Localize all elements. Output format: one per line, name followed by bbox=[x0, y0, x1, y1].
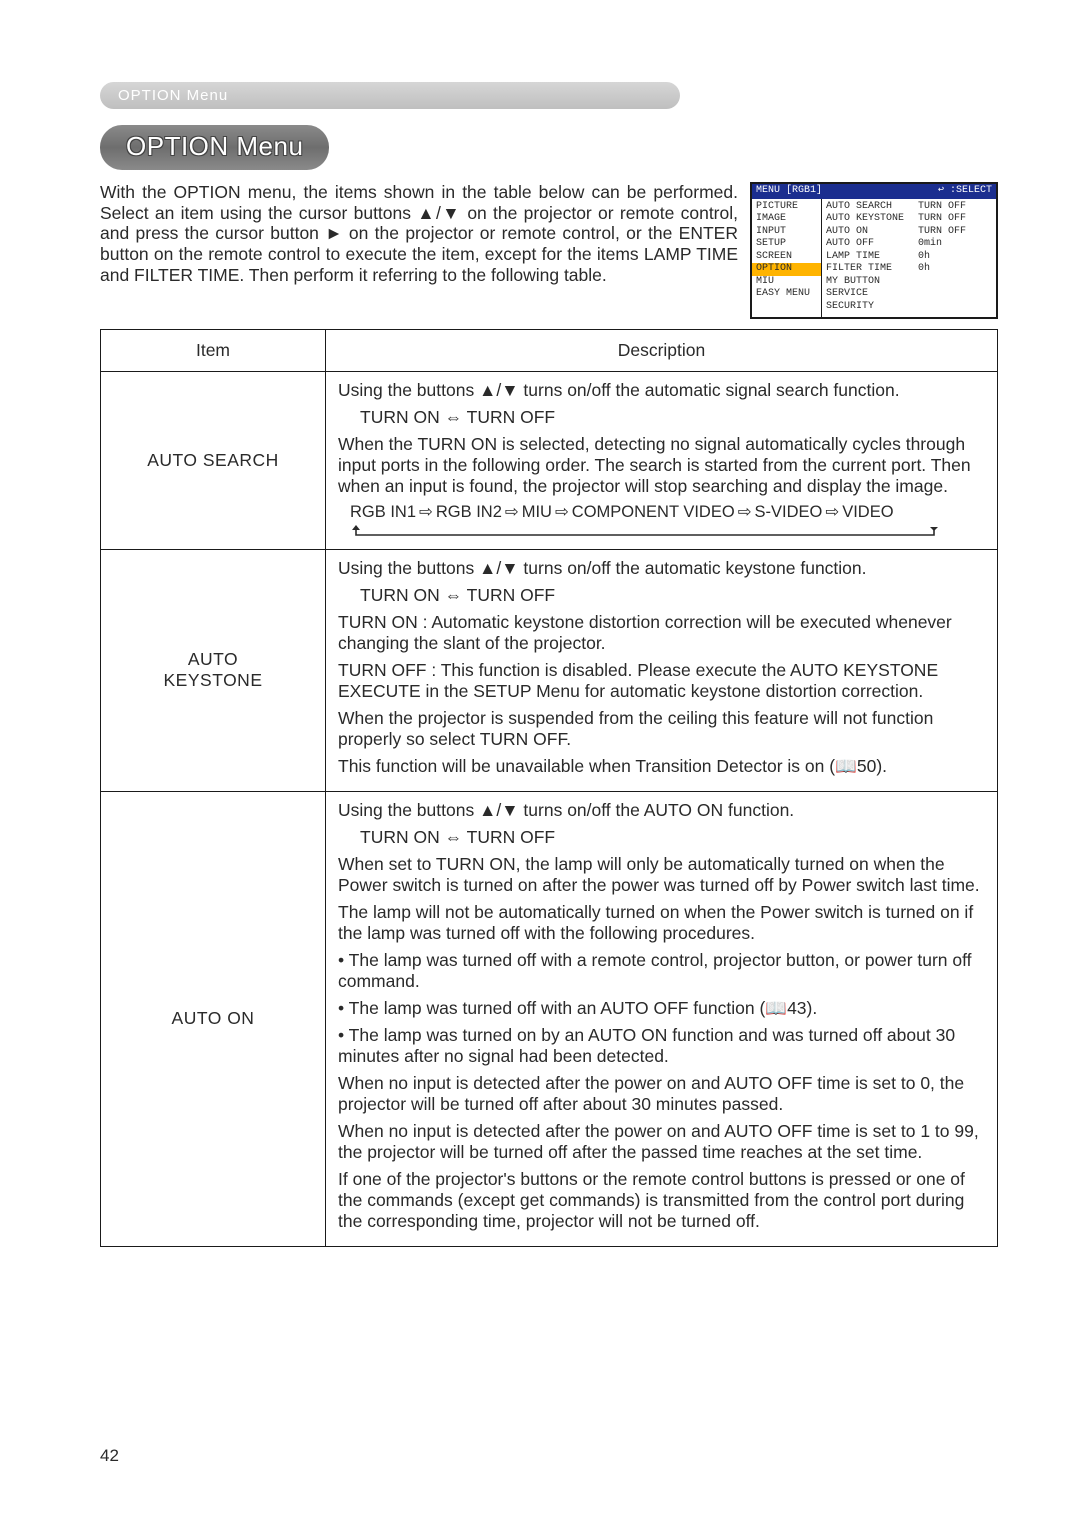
desc-cell: Using the buttons ▲/▼ turns on/off the A… bbox=[326, 791, 998, 1246]
option-table: Item Description AUTO SEARCH Using the bu… bbox=[100, 329, 998, 1247]
arrow-right-icon: ⇨ bbox=[419, 503, 433, 523]
osd-right-row: AUTO OFF0min bbox=[826, 238, 992, 251]
osd-right-key: AUTO KEYSTONE bbox=[826, 213, 918, 226]
osd-right-val bbox=[918, 288, 992, 301]
page-number: 42 bbox=[100, 1446, 119, 1466]
desc-paragraph: TURN ON : Automatic keystone distortion … bbox=[338, 612, 985, 654]
signal-flow: RGB IN1⇨RGB IN2⇨MIU⇨COMPONENT VIDEO⇨S-VI… bbox=[350, 503, 985, 523]
flow-item: COMPONENT VIDEO bbox=[572, 503, 735, 523]
desc-lead: Using the buttons ▲/▼ turns on/off the A… bbox=[338, 800, 985, 821]
page-title: OPTION Menu bbox=[100, 125, 329, 170]
osd-left-item: IMAGE bbox=[752, 213, 821, 226]
osd-left-column: PICTUREIMAGEINPUTSETUPSCREENOPTIONMIUEAS… bbox=[752, 199, 822, 318]
intro-paragraph: With the OPTION menu, the items shown in… bbox=[100, 182, 738, 285]
osd-right-key: AUTO OFF bbox=[826, 238, 918, 251]
osd-right-val: TURN OFF bbox=[918, 213, 992, 226]
osd-right-val: 0h bbox=[918, 251, 992, 264]
osd-right-row: FILTER TIME0h bbox=[826, 263, 992, 276]
item-cell: AUTOKEYSTONE bbox=[101, 549, 326, 791]
osd-right-val: TURN OFF bbox=[918, 226, 992, 239]
table-row: AUTO ON Using the buttons ▲/▼ turns on/of… bbox=[101, 791, 998, 1246]
toggle-line: TURN ON ⇔ TURN OFF bbox=[360, 585, 985, 606]
page-title-text: OPTION Menu bbox=[126, 131, 303, 161]
osd-right-row: AUTO ONTURN OFF bbox=[826, 226, 992, 239]
osd-left-item: EASY MENU bbox=[752, 288, 821, 301]
desc-lead: Using the buttons ▲/▼ turns on/off the a… bbox=[338, 558, 985, 579]
osd-preview: MENU [RGB1] ↩ :SELECT PICTUREIMAGEINPUTS… bbox=[750, 182, 998, 319]
desc-paragraph: When the TURN ON is selected, detecting … bbox=[338, 434, 985, 497]
arrow-right-icon: ⇨ bbox=[505, 503, 519, 523]
osd-right-key: LAMP TIME bbox=[826, 251, 918, 264]
osd-right-key: FILTER TIME bbox=[826, 263, 918, 276]
desc-cell: Using the buttons ▲/▼ turns on/off the a… bbox=[326, 549, 998, 791]
desc-paragraph: If one of the projector's buttons or the… bbox=[338, 1169, 985, 1232]
table-row: AUTOKEYSTONE Using the buttons ▲/▼ turns … bbox=[101, 549, 998, 791]
osd-right-val: 0min bbox=[918, 238, 992, 251]
desc-paragraph: When no input is detected after the powe… bbox=[338, 1073, 985, 1115]
desc-paragraph: This function will be unavailable when T… bbox=[338, 756, 985, 777]
osd-title-right: ↩ :SELECT bbox=[938, 185, 992, 198]
osd-right-key: MY BUTTON bbox=[826, 276, 918, 289]
flow-return-bar bbox=[350, 525, 985, 541]
osd-right-column: AUTO SEARCHTURN OFFAUTO KEYSTONETURN OFF… bbox=[822, 199, 996, 318]
arrow-right-icon: ⇨ bbox=[825, 503, 839, 523]
osd-right-key: SERVICE bbox=[826, 288, 918, 301]
breadcrumb-text: OPTION Menu bbox=[118, 87, 228, 104]
osd-right-row: SERVICE bbox=[826, 288, 992, 301]
osd-right-row: AUTO SEARCHTURN OFF bbox=[826, 201, 992, 214]
desc-paragraph: • The lamp was turned off with an AUTO O… bbox=[338, 998, 985, 1019]
flow-item: S-VIDEO bbox=[755, 503, 823, 523]
desc-paragraph: • The lamp was turned off with a remote … bbox=[338, 950, 985, 992]
osd-right-val bbox=[918, 301, 992, 314]
osd-right-val: 0h bbox=[918, 263, 992, 276]
osd-right-key: AUTO SEARCH bbox=[826, 201, 918, 214]
select-icon: ↩ bbox=[938, 185, 944, 196]
arrow-right-icon: ⇨ bbox=[738, 503, 752, 523]
osd-right-key: AUTO ON bbox=[826, 226, 918, 239]
osd-right-row: AUTO KEYSTONETURN OFF bbox=[826, 213, 992, 226]
desc-paragraph: • The lamp was turned on by an AUTO ON f… bbox=[338, 1025, 985, 1067]
desc-paragraph: When set to TURN ON, the lamp will only … bbox=[338, 854, 985, 896]
desc-lead: Using the buttons ▲/▼ turns on/off the a… bbox=[338, 380, 985, 401]
desc-paragraph: When the projector is suspended from the… bbox=[338, 708, 985, 750]
col-item: Item bbox=[101, 330, 326, 372]
desc-paragraph: TURN OFF : This function is disabled. Pl… bbox=[338, 660, 985, 702]
osd-right-row: LAMP TIME0h bbox=[826, 251, 992, 264]
table-row: AUTO SEARCH Using the buttons ▲/▼ turns o… bbox=[101, 372, 998, 550]
desc-paragraph: The lamp will not be automatically turne… bbox=[338, 902, 985, 944]
flow-item: RGB IN2 bbox=[436, 503, 502, 523]
item-cell: AUTO SEARCH bbox=[101, 372, 326, 550]
osd-right-row: SECURITY bbox=[826, 301, 992, 314]
osd-left-item: SCREEN bbox=[752, 251, 821, 264]
osd-left-item: OPTION bbox=[752, 263, 821, 276]
option-table-body: AUTO SEARCH Using the buttons ▲/▼ turns o… bbox=[101, 372, 998, 1247]
col-desc: Description bbox=[326, 330, 998, 372]
osd-right-key: SECURITY bbox=[826, 301, 918, 314]
desc-paragraph: When no input is detected after the powe… bbox=[338, 1121, 985, 1163]
toggle-line: TURN ON ⇔ TURN OFF bbox=[360, 407, 985, 428]
flow-item: VIDEO bbox=[842, 503, 893, 523]
flow-item: RGB IN1 bbox=[350, 503, 416, 523]
osd-left-item: SETUP bbox=[752, 238, 821, 251]
desc-cell: Using the buttons ▲/▼ turns on/off the a… bbox=[326, 372, 998, 550]
osd-right-val: TURN OFF bbox=[918, 201, 992, 214]
osd-right-val bbox=[918, 276, 992, 289]
flow-item: MIU bbox=[522, 503, 552, 523]
arrow-right-icon: ⇨ bbox=[555, 503, 569, 523]
osd-title-left: MENU [RGB1] bbox=[756, 185, 822, 198]
breadcrumb: OPTION Menu bbox=[100, 82, 680, 109]
osd-left-item: INPUT bbox=[752, 226, 821, 239]
osd-left-item: MIU bbox=[752, 276, 821, 289]
osd-left-item: PICTURE bbox=[752, 201, 821, 214]
osd-right-row: MY BUTTON bbox=[826, 276, 992, 289]
toggle-line: TURN ON ⇔ TURN OFF bbox=[360, 827, 985, 848]
item-cell: AUTO ON bbox=[101, 791, 326, 1246]
